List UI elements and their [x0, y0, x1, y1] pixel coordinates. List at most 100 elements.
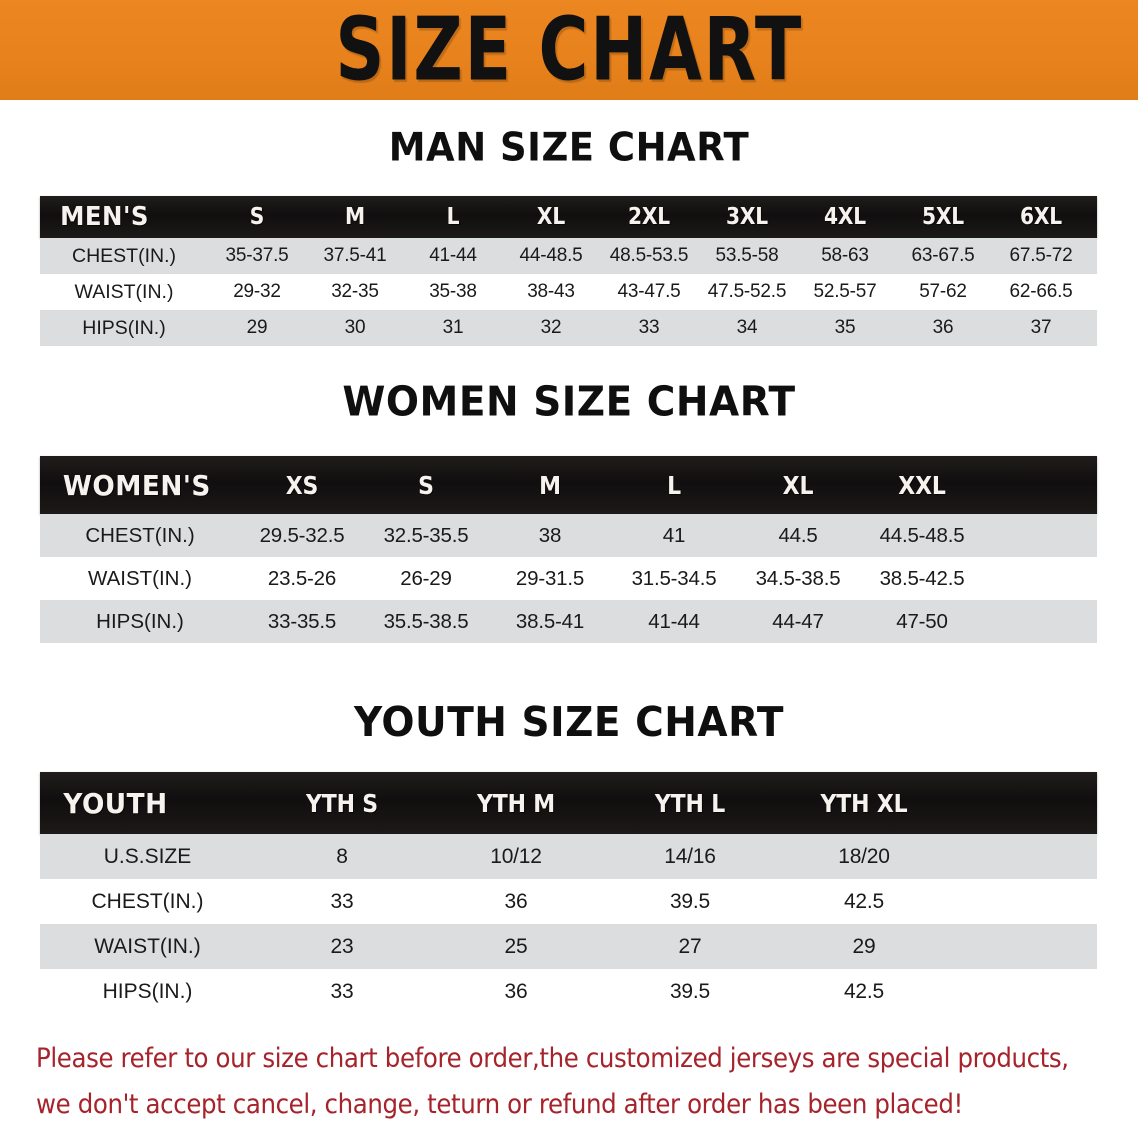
women-section-title: WOMEN SIZE CHART [342, 378, 796, 427]
men-row-1-val-0: 29-32 [233, 281, 281, 302]
men-size-col-6: 4XL [823, 204, 867, 230]
disclaimer-note: Please refer to our size chart before or… [36, 1036, 1069, 1128]
men-section-title: MAN SIZE CHART [388, 124, 750, 171]
men-row-2-val-8: 37 [1030, 317, 1052, 338]
disclaimer-line-2: we don't accept cancel, change, teturn o… [36, 1089, 963, 1121]
men-size-col-3: XL [536, 204, 566, 230]
women-size-col-5: XXL [898, 470, 946, 500]
table-row: HIPS(IN.) 33-35.5 35.5-38.5 38.5-41 41-4… [40, 600, 1097, 643]
women-row-1-val-5: 38.5-42.5 [879, 566, 965, 590]
youth-row-2-label: WAIST(IN.) [94, 934, 201, 958]
men-row-2-val-4: 33 [638, 317, 660, 338]
women-size-col-0: XS [285, 470, 319, 500]
men-size-col-8: 6XL [1019, 204, 1063, 230]
men-size-col-5: 3XL [725, 204, 769, 230]
youth-header-label: YOUTH [63, 786, 168, 820]
men-size-col-4: 2XL [627, 204, 671, 230]
women-row-2-val-0: 33-35.5 [267, 609, 337, 633]
youth-size-table: YOUTH YTH S YTH M YTH L YTH XL U.S.SIZE … [40, 772, 1097, 1014]
youth-row-1-val-0: 33 [330, 889, 354, 913]
youth-row-0-val-1: 10/12 [490, 844, 542, 868]
men-row-2-val-6: 35 [834, 317, 856, 338]
men-size-table: MEN'S S M L XL 2XL 3XL 4XL 5XL 6XL CHEST… [40, 196, 1097, 346]
men-row-0-label: CHEST(IN.) [72, 244, 176, 267]
women-row-0-val-0: 29.5-32.5 [259, 523, 345, 547]
men-row-0-val-3: 44-48.5 [519, 245, 583, 266]
men-size-col-7: 5XL [921, 204, 965, 230]
youth-row-0-val-2: 14/16 [664, 844, 716, 868]
women-row-2-val-5: 47-50 [896, 609, 948, 633]
women-row-2-label: HIPS(IN.) [96, 609, 184, 633]
table-row: CHEST(IN.) 35-37.5 37.5-41 41-44 44-48.5… [40, 238, 1097, 274]
men-row-0-val-4: 48.5-53.5 [609, 245, 689, 266]
youth-size-col-1: YTH M [476, 788, 556, 818]
table-row: HIPS(IN.) 33 36 39.5 42.5 [40, 969, 1097, 1014]
men-row-2-val-7: 36 [932, 317, 954, 338]
youth-row-3-label: HIPS(IN.) [102, 979, 193, 1003]
women-row-1-val-0: 23.5-26 [267, 566, 337, 590]
page-banner: SIZE CHART [0, 0, 1138, 100]
men-size-col-2: L [446, 204, 460, 230]
men-row-1-val-5: 47.5-52.5 [707, 281, 787, 302]
women-size-table: WOMEN'S XS S M L XL XXL CHEST(IN.) 29.5-… [40, 456, 1097, 643]
men-row-0-val-6: 58-63 [821, 245, 869, 266]
youth-row-2-val-1: 25 [504, 934, 528, 958]
women-row-0-val-3: 41 [662, 523, 686, 547]
men-row-1-val-8: 62-66.5 [1009, 281, 1073, 302]
men-row-2-val-2: 31 [442, 317, 464, 338]
men-header-label: MEN'S [60, 202, 149, 232]
men-row-1-val-6: 52.5-57 [813, 281, 877, 302]
youth-row-1-val-2: 39.5 [669, 889, 711, 913]
youth-size-col-0: YTH S [306, 788, 378, 818]
men-row-1-label: WAIST(IN.) [74, 280, 174, 303]
youth-row-3-val-0: 33 [330, 979, 354, 1003]
youth-row-2-val-0: 23 [330, 934, 354, 958]
men-row-2-val-0: 29 [246, 317, 268, 338]
women-row-1-label: WAIST(IN.) [87, 566, 192, 590]
women-header-label: WOMEN'S [62, 468, 211, 502]
men-row-1-val-4: 43-47.5 [617, 281, 681, 302]
men-row-1-val-1: 32-35 [331, 281, 379, 302]
youth-row-0-label: U.S.SIZE [103, 844, 192, 868]
youth-size-col-3: YTH XL [820, 788, 908, 818]
men-row-0-val-2: 41-44 [429, 245, 477, 266]
table-row: WAIST(IN.) 23 25 27 29 [40, 924, 1097, 969]
women-row-0-label: CHEST(IN.) [85, 523, 195, 547]
youth-row-1-val-1: 36 [504, 889, 528, 913]
men-row-2-label: HIPS(IN.) [82, 316, 166, 339]
women-row-1-val-2: 29-31.5 [515, 566, 585, 590]
women-table-header-row: WOMEN'S XS S M L XL XXL [40, 456, 1097, 514]
table-row: CHEST(IN.) 29.5-32.5 32.5-35.5 38 41 44.… [40, 514, 1097, 557]
women-size-col-3: L [667, 470, 681, 500]
women-row-0-val-4: 44.5 [778, 523, 818, 547]
table-row: WAIST(IN.) 23.5-26 26-29 29-31.5 31.5-34… [40, 557, 1097, 600]
youth-size-col-2: YTH L [654, 788, 726, 818]
men-row-2-val-1: 30 [344, 317, 366, 338]
youth-row-0-val-0: 8 [336, 844, 348, 868]
page-title: SIZE CHART [335, 0, 803, 100]
disclaimer-line-1: Please refer to our size chart before or… [36, 1043, 1069, 1075]
women-row-0-val-2: 38 [538, 523, 562, 547]
men-row-2-val-5: 34 [736, 317, 758, 338]
men-row-0-val-5: 53.5-58 [715, 245, 779, 266]
youth-row-3-val-3: 42.5 [843, 979, 885, 1003]
men-size-col-1: M [345, 204, 365, 230]
youth-row-3-val-1: 36 [504, 979, 528, 1003]
youth-table-header-row: YOUTH YTH S YTH M YTH L YTH XL [40, 772, 1097, 834]
women-row-2-val-4: 44-47 [772, 609, 824, 633]
youth-row-3-val-2: 39.5 [669, 979, 711, 1003]
youth-row-2-val-3: 29 [852, 934, 876, 958]
youth-row-0-val-3: 18/20 [838, 844, 890, 868]
men-row-0-val-0: 35-37.5 [225, 245, 289, 266]
women-row-1-val-1: 26-29 [400, 566, 452, 590]
women-row-2-val-2: 38.5-41 [515, 609, 585, 633]
women-row-1-val-3: 31.5-34.5 [631, 566, 717, 590]
men-size-col-0: S [249, 204, 265, 230]
table-row: CHEST(IN.) 33 36 39.5 42.5 [40, 879, 1097, 924]
women-row-0-val-1: 32.5-35.5 [383, 523, 469, 547]
men-row-0-val-8: 67.5-72 [1009, 245, 1073, 266]
men-row-2-val-3: 32 [540, 317, 562, 338]
men-row-0-val-1: 37.5-41 [323, 245, 387, 266]
women-row-2-val-3: 41-44 [648, 609, 700, 633]
